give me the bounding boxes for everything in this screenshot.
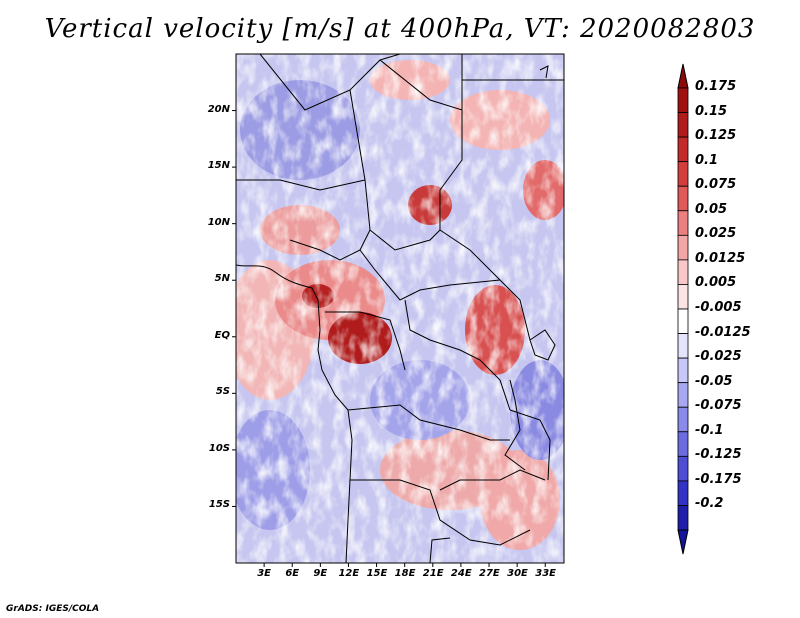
lon-tick-label: 18E xyxy=(394,568,416,579)
border xyxy=(325,311,406,371)
lon-tick-label: 12E xyxy=(338,568,360,579)
colorbar-level-label: 0.05 xyxy=(695,201,728,217)
colorbar-level-label: -0.0125 xyxy=(695,324,751,340)
border xyxy=(369,229,441,251)
border xyxy=(429,537,451,563)
colorbar-segment xyxy=(677,455,689,482)
colorbar-segment xyxy=(677,284,689,310)
colorbar-segment xyxy=(677,259,689,285)
colorbar-level-label: -0.005 xyxy=(695,300,742,315)
lon-tick-label: 33E xyxy=(535,568,556,579)
lon-tick-label: 27E xyxy=(479,568,500,579)
colorbar-level-label: -0.025 xyxy=(695,349,742,365)
colorbar-segment xyxy=(677,185,689,212)
lat-tick-label: 5N xyxy=(214,273,230,285)
colorbar-level-label: 0.005 xyxy=(695,275,737,291)
lon-tick-label: 9E xyxy=(313,568,328,579)
colorbar-segment xyxy=(677,87,689,113)
colorbar-segment xyxy=(677,406,689,433)
colorbar-level-label: 0.0125 xyxy=(695,250,746,266)
lon-tick-label: 24E xyxy=(450,568,472,579)
lon-tick-label: 15E xyxy=(366,568,388,579)
colorbar-top-arrow xyxy=(677,63,689,89)
lat-tick-label: 15S xyxy=(208,499,230,511)
lat-tick-label: 10S xyxy=(208,442,230,454)
colorbar-segment xyxy=(677,431,689,457)
field-texture xyxy=(236,54,564,563)
colorbar-level-label: -0.075 xyxy=(695,398,742,414)
colorbar-level-label: 0.1 xyxy=(695,152,719,168)
lon-tick-label: 30E xyxy=(507,568,528,579)
lon-tick-label: 3E xyxy=(257,568,271,579)
colorbar-segment xyxy=(677,505,689,531)
colorbar-level-label: 0.025 xyxy=(695,226,737,242)
lon-axis xyxy=(263,563,546,567)
colorbar-segment xyxy=(677,234,689,261)
colorbar-segment xyxy=(677,112,689,138)
border xyxy=(539,65,549,79)
figure-title: Vertical velocity [m/s] at 400hPa, VT: 2… xyxy=(44,14,756,44)
colorbar-level-label: -0.1 xyxy=(695,422,724,438)
colorbar-level-label: -0.175 xyxy=(695,471,742,487)
lat-tick-label: 20N xyxy=(207,103,230,115)
lat-tick-label: EQ xyxy=(214,329,230,341)
colorbar-segment xyxy=(677,357,689,384)
colorbar-level-label: 0.075 xyxy=(695,177,737,193)
border xyxy=(347,404,510,441)
border xyxy=(509,409,551,481)
colorbar-segment xyxy=(677,308,689,334)
lon-tick-label: 21E xyxy=(422,568,444,579)
velocity-field xyxy=(236,54,564,563)
colorbar-level-label: 0.125 xyxy=(695,128,737,144)
border xyxy=(404,299,511,411)
lat-tick-label: 15N xyxy=(207,160,230,172)
border xyxy=(379,54,463,111)
colorbar-segment xyxy=(677,382,689,408)
colorbar xyxy=(677,63,689,555)
border xyxy=(359,249,501,301)
coastline xyxy=(236,264,353,563)
lake-tanganyika xyxy=(504,379,526,471)
border xyxy=(439,110,531,341)
border xyxy=(350,479,531,546)
colorbar-segment xyxy=(677,333,689,359)
grads-credit: GrADS: IGES/COLA xyxy=(6,604,100,614)
lat-axis xyxy=(232,110,236,507)
map-frame xyxy=(235,53,565,564)
lat-tick-label: 10N xyxy=(207,216,230,228)
lat-tick-label: 5S xyxy=(215,386,230,398)
border xyxy=(236,179,366,191)
colorbar-level-label: 0.175 xyxy=(695,79,737,94)
colorbar-level-label: -0.2 xyxy=(695,496,724,512)
colorbar-segment xyxy=(677,210,689,236)
colorbar-segment xyxy=(677,161,689,187)
lake-victoria xyxy=(529,329,556,361)
colorbar-level-label: -0.125 xyxy=(695,447,742,463)
lon-tick-label: 6E xyxy=(285,568,300,579)
colorbar-segment xyxy=(677,136,689,163)
border xyxy=(439,469,546,491)
colorbar-level-label: 0.15 xyxy=(695,103,728,119)
colorbar-segment xyxy=(677,480,689,506)
colorbar-bottom-arrow xyxy=(677,529,689,555)
country-borders xyxy=(236,54,564,563)
colorbar-level-label: -0.05 xyxy=(695,373,733,389)
